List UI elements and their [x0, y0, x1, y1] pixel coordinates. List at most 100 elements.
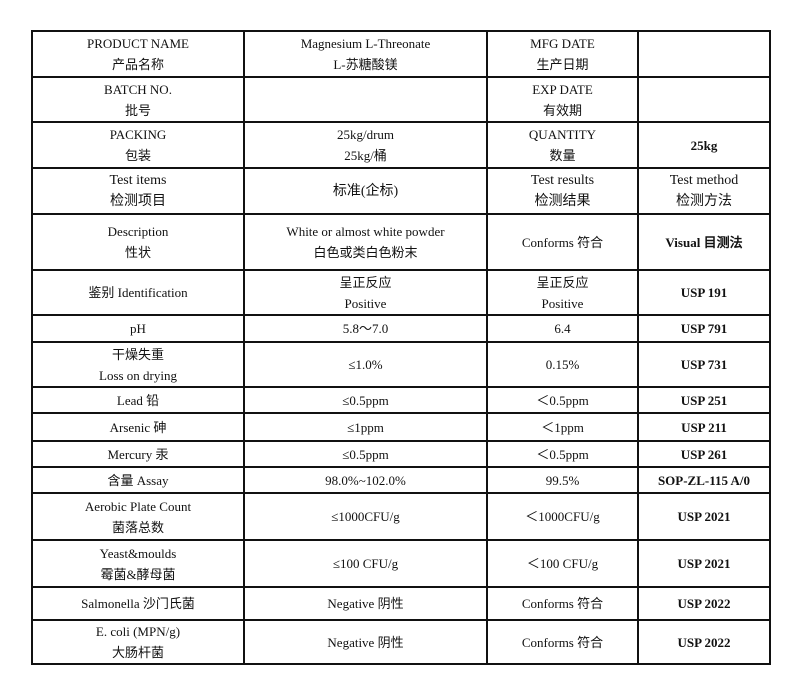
test-item: 干燥失重 Loss on drying	[31, 341, 245, 388]
column-header-line: Test results	[530, 173, 595, 188]
test-result-line: 0.15%	[545, 357, 580, 372]
test-item-line: Lead 铅	[116, 392, 160, 408]
test-item: Description 性状	[31, 213, 245, 271]
test-result: 0.15%	[486, 341, 639, 388]
test-method: USP 261	[637, 440, 771, 468]
header-label-line: QUANTITY	[528, 127, 597, 142]
test-method: USP 2021	[637, 539, 771, 588]
test-result: ＜0.5ppm	[486, 440, 639, 468]
specification-line: ≤100 CFU/g	[332, 556, 399, 571]
test-item-line: Mercury 汞	[107, 446, 169, 462]
test-item: Lead 铅	[31, 386, 245, 414]
test-item-line: Aerobic Plate Count	[84, 498, 192, 514]
test-result: Conforms 符合	[486, 586, 639, 621]
test-method-line: USP 791	[680, 321, 728, 336]
test-item: 鉴别 Identification	[31, 269, 245, 316]
header-label-line: 批号	[124, 102, 151, 118]
specification-line: Positive	[344, 295, 387, 311]
header-label-line: 包装	[124, 148, 151, 163]
test-result-line: Conforms 符合	[521, 596, 604, 611]
table-row: pH 5.8～7.0 6.4 USP 791	[31, 314, 771, 343]
test-result: 6.4	[486, 314, 639, 343]
header-value-line: 25kg/drum	[336, 127, 395, 142]
header-label-line: 产品名称	[111, 57, 164, 72]
test-result-line: 99.5%	[545, 472, 580, 488]
header-value: Magnesium L-Threonate L-苏糖酸镁	[243, 30, 488, 78]
specification-line: White or almost white powder	[286, 224, 445, 239]
header-row: BATCH NO. 批号 EXP DATE 有效期	[31, 76, 771, 123]
table-row: Arsenic 砷 ≤1ppm ＜1ppm USP 211	[31, 412, 771, 442]
header-value	[637, 30, 771, 78]
specification-line: 呈正反应	[339, 274, 392, 290]
test-item-line: 霉菌&酵母菌	[100, 566, 176, 582]
column-header-row: Test items 检测项目 标准(企标) Test results 检测结果 Test…	[31, 167, 771, 215]
test-item-line: Yeast&moulds	[99, 545, 177, 561]
column-header-line: 检测项目	[110, 194, 166, 209]
specification-line: 5.8～7.0	[342, 321, 389, 336]
header-label: MFG DATE 生产日期	[486, 30, 639, 78]
header-row: PACKING 包装 25kg/drum 25kg/桶 QUANTITY 数量 25kg	[31, 121, 771, 169]
specification: ≤0.5ppm	[243, 440, 488, 468]
specification: Negative 阴性	[243, 586, 488, 621]
test-method-line: USP 2021	[677, 509, 731, 524]
header-label: BATCH NO. 批号	[31, 76, 245, 123]
test-method-line: USP 261	[680, 446, 728, 462]
specification: ≤1.0%	[243, 341, 488, 388]
test-item-line: 含量 Assay	[107, 472, 169, 488]
header-label-line: BATCH NO.	[104, 81, 172, 97]
test-item: 含量 Assay	[31, 466, 245, 494]
table-row: 鉴别 Identification 呈正反应 Positive 呈正反应 Positiv…	[31, 269, 771, 316]
specification: 5.8～7.0	[243, 314, 488, 343]
test-item: pH	[31, 314, 245, 343]
test-result-line: Conforms 符合	[521, 634, 604, 650]
test-result-line: ＜0.5ppm	[536, 392, 589, 408]
specification-line: Negative 阴性	[327, 596, 404, 611]
test-result-line: Conforms 符合	[521, 234, 604, 250]
test-item-line: E. coli (MPN/g)	[95, 624, 181, 639]
table-row: Mercury 汞 ≤0.5ppm ＜0.5ppm USP 261	[31, 440, 771, 468]
header-label: PACKING 包装	[31, 121, 245, 169]
specification: 呈正反应 Positive	[243, 269, 488, 316]
column-header-line: Test items	[109, 173, 167, 188]
test-result: Conforms 符合	[486, 213, 639, 271]
test-method: Visual 目测法	[637, 213, 771, 271]
header-value	[637, 76, 771, 123]
test-method: USP 2022	[637, 586, 771, 621]
test-method: SOP-ZL-115 A/0	[637, 466, 771, 494]
test-item-line: Arsenic 砷	[109, 419, 167, 435]
specification-line: ≤1.0%	[348, 357, 383, 372]
column-header-line: 标准(企标)	[332, 183, 399, 199]
test-result-line: Positive	[541, 295, 584, 311]
test-item-line: 性状	[124, 245, 151, 260]
test-method-line: Visual 目测法	[665, 234, 743, 250]
test-item-line: Loss on drying	[99, 367, 177, 383]
test-method: USP 251	[637, 386, 771, 414]
test-method: USP 191	[637, 269, 771, 316]
specification-line: ≤1ppm	[347, 419, 384, 435]
specification-line: 98.0%~102.0%	[325, 472, 406, 488]
test-result-line: 6.4	[554, 321, 571, 336]
header-label-line: 数量	[549, 148, 576, 163]
test-result-line: ＜0.5ppm	[536, 446, 589, 462]
test-result: ＜1ppm	[486, 412, 639, 442]
table-row: Salmonella 沙门氏菌 Negative 阴性 Conforms 符合 USP…	[31, 586, 771, 621]
header-value-line: Magnesium L-Threonate	[300, 36, 431, 51]
header-value-line: 25kg/桶	[344, 148, 387, 163]
test-item: Mercury 汞	[31, 440, 245, 468]
specification: 98.0%~102.0%	[243, 466, 488, 494]
test-item: Salmonella 沙门氏菌	[31, 586, 245, 621]
header-label-line: 有效期	[542, 102, 582, 118]
test-method-line: USP 2021	[677, 556, 731, 571]
test-result: Conforms 符合	[486, 619, 639, 665]
header-value-line: L-苏糖酸镁	[333, 57, 398, 72]
test-result-line: 呈正反应	[536, 274, 589, 290]
test-result-line: ＜100 CFU/g	[526, 556, 599, 571]
test-item-line: Description	[107, 224, 169, 239]
header-label: PRODUCT NAME 产品名称	[31, 30, 245, 78]
header-label: EXP DATE 有效期	[486, 76, 639, 123]
header-value-line: 25kg	[690, 137, 718, 153]
test-item: Aerobic Plate Count 菌落总数	[31, 492, 245, 541]
test-item-line: 干燥失重	[111, 346, 164, 362]
test-method: USP 791	[637, 314, 771, 343]
table-row: Aerobic Plate Count 菌落总数 ≤1000CFU/g ＜1000CF…	[31, 492, 771, 541]
